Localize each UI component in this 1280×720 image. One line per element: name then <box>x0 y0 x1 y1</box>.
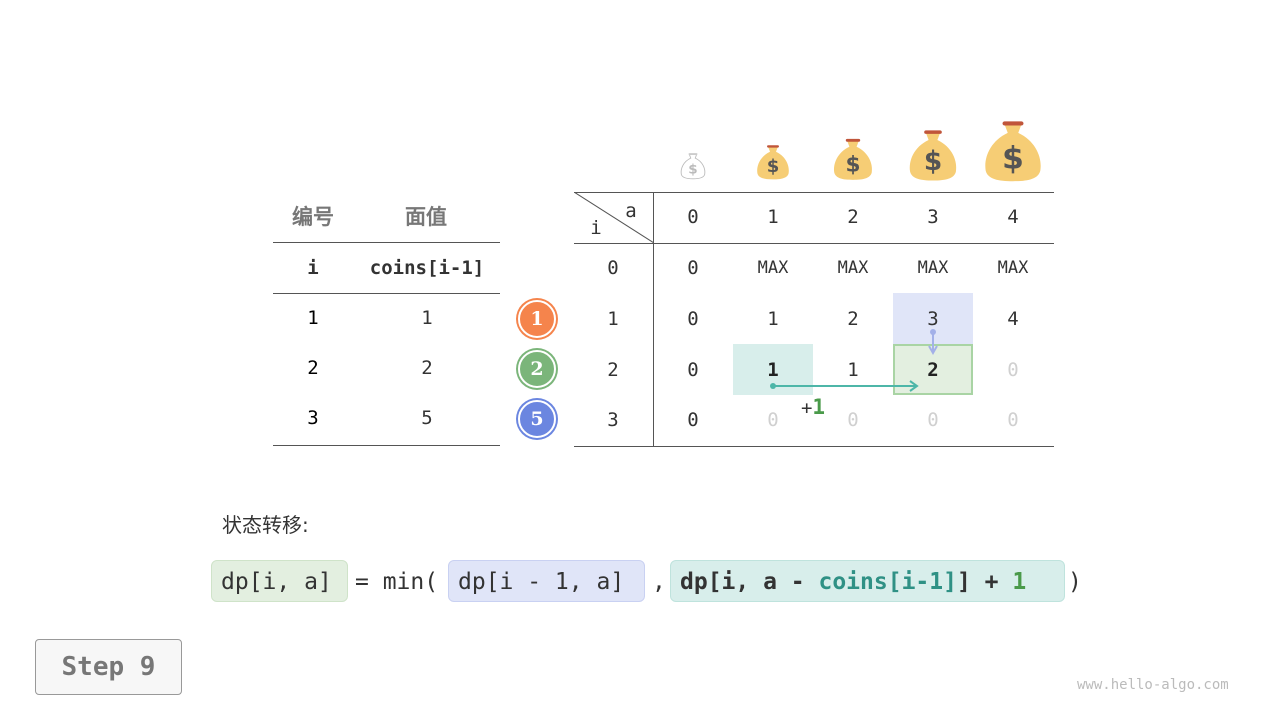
dp-cell: 0 <box>687 257 699 279</box>
dp-cell: 0 <box>1007 409 1019 431</box>
coin-badge-1: 1 <box>518 300 556 338</box>
step-button[interactable]: Step 9 <box>35 639 182 695</box>
dp-cell: 1 <box>847 359 859 381</box>
column-header: 4 <box>1007 206 1019 228</box>
header-value: 面值 <box>405 205 447 229</box>
corner-row-label: i <box>590 217 602 239</box>
divider <box>273 445 500 446</box>
column-header: 0 <box>687 206 699 228</box>
formula-eq: = min( <box>355 569 439 595</box>
dp-cell: 0 <box>1007 359 1019 381</box>
term2-coins: coins[i-1] <box>818 569 957 595</box>
term2-one: 1 <box>1012 569 1027 595</box>
dp-cell: 0 <box>927 409 939 431</box>
formula-comma: , <box>652 569 666 595</box>
divider <box>574 446 1054 447</box>
svg-text:$: $ <box>1002 141 1024 177</box>
corner-diagonal <box>574 192 654 243</box>
money-bag-icon: $ <box>757 145 789 180</box>
divider <box>653 192 654 446</box>
dp-cell: 1 <box>767 308 779 330</box>
row-header: 2 <box>607 359 619 381</box>
dp-cell: MAX <box>997 258 1029 278</box>
cell: 1 <box>307 307 319 329</box>
term1-box <box>448 560 645 602</box>
dp-cell: 0 <box>687 409 699 431</box>
cell: 3 <box>307 407 319 429</box>
badge-label: 5 <box>530 408 544 430</box>
term2-box <box>670 560 1065 602</box>
money-bag-icon: $ <box>985 121 1041 182</box>
dp-cell: 0 <box>687 359 699 381</box>
svg-text:$: $ <box>924 146 942 177</box>
dp-cell: 0 <box>847 409 859 431</box>
svg-text:$: $ <box>845 152 860 177</box>
row-header: 3 <box>607 409 619 431</box>
badge-label: 1 <box>530 308 544 330</box>
term2-dp: dp[i, a - <box>680 569 819 595</box>
badge-label: 2 <box>530 358 544 380</box>
subheader-coins: coins[i-1] <box>369 257 485 279</box>
column-header: 3 <box>927 206 939 228</box>
divider <box>574 243 1054 244</box>
header-index: 编号 <box>292 205 334 229</box>
corner-col-label: a <box>625 200 637 222</box>
dp-cell: 2 <box>927 359 939 381</box>
cell: 2 <box>421 357 433 379</box>
plus-value: 1 <box>812 395 826 419</box>
svg-text:$: $ <box>767 156 780 177</box>
cell: 2 <box>307 357 319 379</box>
dp-cell: MAX <box>757 258 789 278</box>
watermark: www.hello-algo.com <box>1077 677 1229 693</box>
dp-cell: MAX <box>917 258 949 278</box>
dp-cell: 3 <box>927 308 939 330</box>
lhs-box <box>211 560 348 602</box>
money-bags: $ $ $ $ $ <box>680 121 1041 182</box>
money-bag-icon: $ <box>909 130 957 181</box>
formula-term1: dp[i - 1, a] <box>458 569 625 595</box>
column-header: 1 <box>767 206 779 228</box>
dp-cell: 2 <box>847 308 859 330</box>
dp-cell: MAX <box>837 258 869 278</box>
cell: 5 <box>421 407 433 429</box>
transition-label: 状态转移: <box>222 513 309 537</box>
formula-term2: dp[i, a - coins[i-1]] + 1 <box>680 562 1026 602</box>
coin-badge-5: 5 <box>518 400 556 438</box>
divider <box>273 242 500 243</box>
dp-cell: 0 <box>767 409 779 431</box>
formula-close: ) <box>1068 569 1082 595</box>
term2-plus: ] + <box>956 569 1013 595</box>
dp-cell: 4 <box>1007 308 1019 330</box>
subheader-i: i <box>307 257 319 279</box>
dp-cell: 1 <box>767 359 779 381</box>
column-header: 2 <box>847 206 859 228</box>
plus-one-label: +1 <box>801 395 825 419</box>
money-bag-icon: $ <box>680 153 706 180</box>
divider <box>574 192 1054 193</box>
dp-cell: 0 <box>687 308 699 330</box>
money-bag-icon: $ <box>834 138 872 180</box>
svg-text:$: $ <box>688 161 697 177</box>
divider <box>273 293 500 294</box>
row-header: 0 <box>607 257 619 279</box>
formula-lhs: dp[i, a] <box>221 569 332 595</box>
coin-badge-2: 2 <box>518 350 556 388</box>
row-header: 1 <box>607 308 619 330</box>
plus-sign: + <box>800 397 813 419</box>
cell: 1 <box>421 307 433 329</box>
